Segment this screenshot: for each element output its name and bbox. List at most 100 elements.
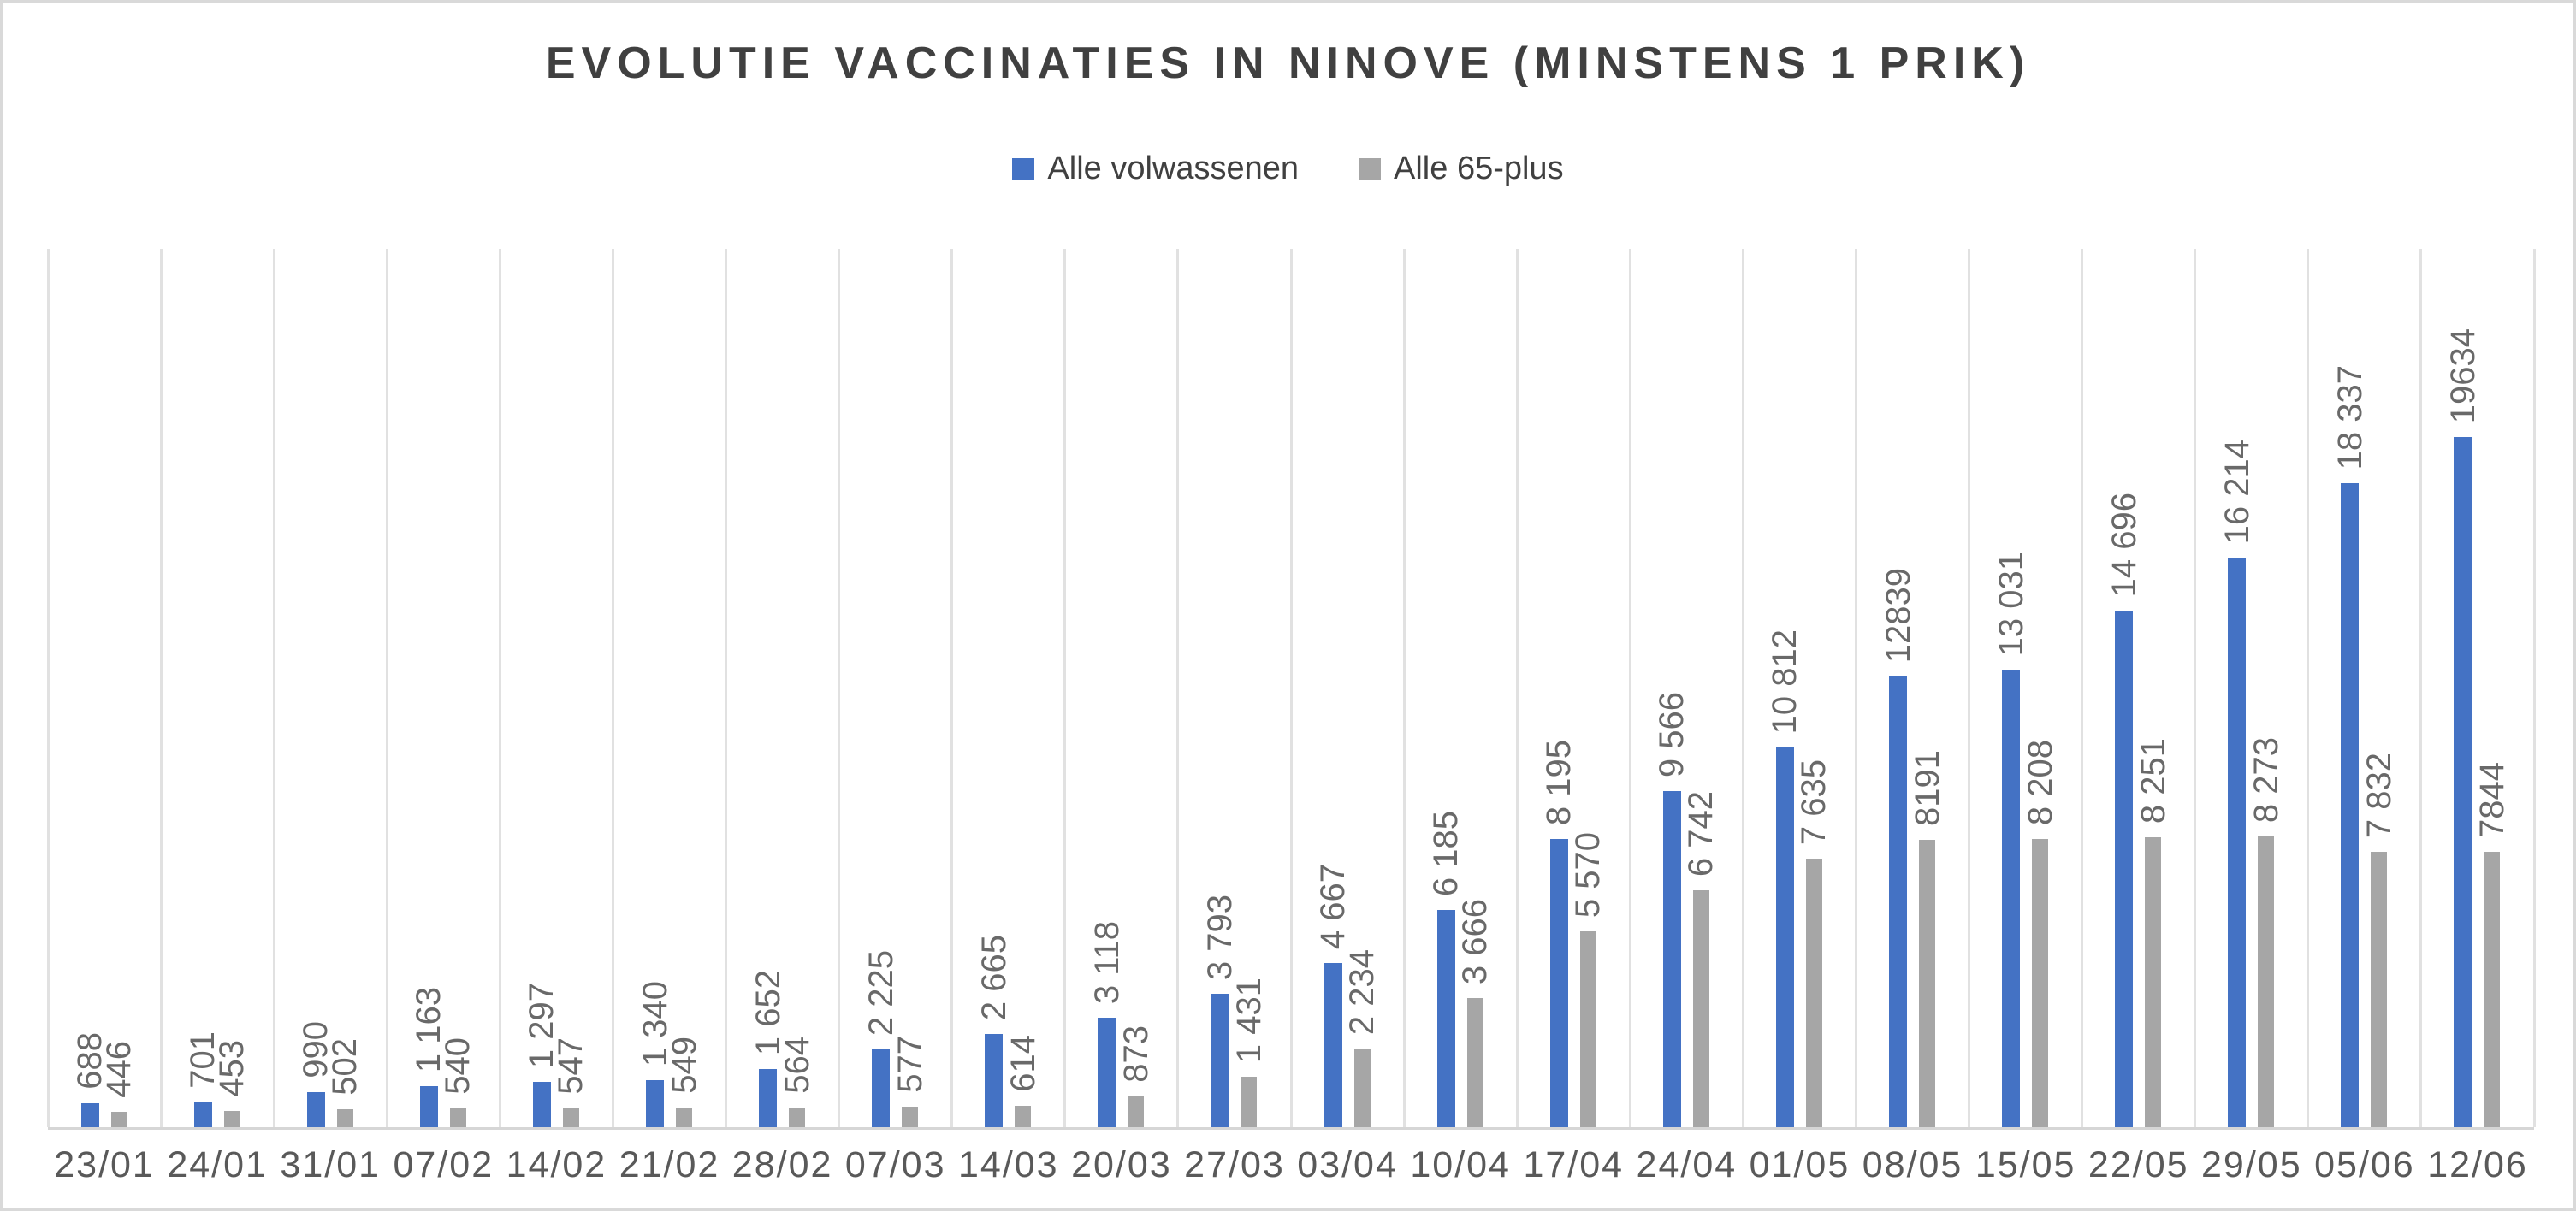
- bar-alle-volwassenen-23-01: [80, 1103, 99, 1127]
- bar-value-label-alle-volwassenen: 16 214: [2218, 439, 2256, 544]
- gridline: [611, 249, 614, 1127]
- x-axis-label: 10/04: [1410, 1144, 1511, 1185]
- bar-value-label-alle-volwassenen: 10 812: [1766, 629, 1804, 734]
- bar-alle-volwassenen-07-02: [419, 1086, 438, 1127]
- legend-label-alle-65-plus: Alle 65-plus: [1394, 151, 1564, 186]
- bar-value-label-alle-volwassenen: 19634: [2443, 328, 2482, 423]
- bar-value-label-alle-volwassenen: 9 566: [1653, 691, 1691, 777]
- bar-alle-volwassenen-15-05: [2002, 670, 2021, 1127]
- bar-value-label-alle-65-plus: 8 208: [2021, 739, 2059, 825]
- bar-alle-volwassenen-28-02: [759, 1069, 778, 1127]
- bar-value-label-alle-65-plus: 549: [665, 1037, 703, 1094]
- bar-value-label-alle-65-plus: 2 234: [1343, 948, 1382, 1035]
- x-axis-label: 03/04: [1297, 1144, 1398, 1185]
- bar-value-label-alle-65-plus: 5 570: [1569, 831, 1608, 918]
- bar-value-label-alle-65-plus: 8191: [1908, 750, 1946, 826]
- bar-alle-volwassenen-22-05: [2115, 611, 2134, 1127]
- bar-alle-volwassenen-07-03: [872, 1049, 891, 1127]
- bar-value-label-alle-65-plus: 502: [326, 1038, 364, 1096]
- bar-alle-65-plus-05-06: [2371, 852, 2388, 1127]
- bar-alle-volwassenen-20-03: [1098, 1018, 1116, 1127]
- x-axis-label: 12/06: [2427, 1144, 2528, 1185]
- bar-alle-65-plus-08-05: [1919, 840, 1935, 1127]
- gridline: [2419, 249, 2423, 1127]
- bar-alle-65-plus-07-03: [902, 1107, 919, 1127]
- x-axis-label: 05/06: [2314, 1144, 2415, 1185]
- bar-alle-volwassenen-03-04: [1324, 963, 1342, 1127]
- x-axis-label: 27/03: [1184, 1144, 1285, 1185]
- gridline: [2307, 249, 2310, 1127]
- bar-alle-volwassenen-08-05: [1889, 676, 1907, 1127]
- bar-alle-65-plus-23-01: [110, 1112, 127, 1127]
- bar-alle-65-plus-01-05: [1805, 859, 1822, 1127]
- bar-value-label-alle-65-plus: 7 832: [2360, 752, 2398, 838]
- bar-value-label-alle-65-plus: 564: [778, 1037, 816, 1094]
- gridline: [2532, 249, 2536, 1127]
- bar-value-label-alle-volwassenen: 18 337: [2330, 364, 2369, 470]
- bar-alle-65-plus-20-03: [1128, 1096, 1145, 1127]
- bar-alle-volwassenen-24-04: [1662, 791, 1681, 1127]
- bar-value-label-alle-65-plus: 873: [1116, 1025, 1155, 1083]
- bar-alle-volwassenen-10-04: [1436, 910, 1455, 1127]
- bar-alle-volwassenen-29-05: [2228, 558, 2247, 1127]
- x-axis-label: 29/05: [2201, 1144, 2302, 1185]
- gridline: [2081, 249, 2084, 1127]
- legend-item-alle-65-plus: Alle 65-plus: [1359, 151, 1564, 187]
- bar-value-label-alle-volwassenen: 2 665: [974, 934, 1013, 1020]
- x-axis-label: 15/05: [1975, 1144, 2076, 1185]
- plot-area: 688 446 701 453 990 502 1 163 540 1 297 547 1 340 5…: [46, 249, 2536, 1130]
- gridline: [159, 249, 163, 1127]
- bar-value-label-alle-65-plus: 6 742: [1682, 790, 1720, 877]
- bar-alle-volwassenen-01-05: [1775, 747, 1794, 1127]
- x-axis-label: 31/01: [280, 1144, 382, 1185]
- gridline: [1063, 249, 1067, 1127]
- bar-alle-65-plus-29-05: [2258, 836, 2275, 1127]
- x-axis-label: 07/02: [393, 1144, 494, 1185]
- bar-alle-65-plus-07-02: [449, 1108, 466, 1127]
- bar-value-label-alle-65-plus: 8 273: [2247, 736, 2285, 823]
- bar-value-label-alle-65-plus: 446: [100, 1041, 139, 1098]
- bar-alle-volwassenen-21-02: [646, 1080, 664, 1127]
- x-axis-label: 28/02: [731, 1144, 833, 1185]
- x-axis-label: 01/05: [1749, 1144, 1851, 1185]
- bar-alle-volwassenen-17-04: [1549, 839, 1568, 1127]
- bar-alle-65-plus-12-06: [2484, 852, 2501, 1127]
- gridline: [1515, 249, 1519, 1127]
- bar-alle-65-plus-17-04: [1579, 931, 1596, 1127]
- gridline: [1402, 249, 1406, 1127]
- legend-item-alle-volwassenen: Alle volwassenen: [1012, 151, 1299, 187]
- chart-title: EVOLUTIE VACCINATIES IN NINOVE (MINSTENS…: [545, 38, 2031, 88]
- bar-alle-volwassenen-14-02: [532, 1082, 551, 1127]
- gridline: [385, 249, 388, 1127]
- x-axis-line: [48, 1127, 2534, 1130]
- gridline: [1289, 249, 1293, 1127]
- gridline: [1741, 249, 1744, 1127]
- bar-alle-65-plus-15-05: [2032, 839, 2049, 1127]
- x-axis-label: 08/05: [1862, 1144, 1963, 1185]
- bar-value-label-alle-65-plus: 8 251: [2134, 737, 2172, 824]
- x-axis-label: 24/01: [167, 1144, 268, 1185]
- bar-value-label-alle-volwassenen: 2 225: [862, 949, 900, 1036]
- bar-value-label-alle-65-plus: 577: [891, 1036, 929, 1093]
- x-axis-labels: 23/01 24/01 31/01 07/02 14/02 21/02 28/02 07/03…: [48, 1144, 2534, 1186]
- bar-alle-volwassenen-31-01: [306, 1092, 325, 1127]
- bar-value-label-alle-65-plus: 547: [552, 1037, 590, 1095]
- x-axis-label: 20/03: [1071, 1144, 1172, 1185]
- bar-value-label-alle-65-plus: 540: [439, 1037, 477, 1095]
- x-axis-label: 14/02: [506, 1144, 607, 1185]
- chart-legend: Alle volwassenen Alle 65-plus: [3, 151, 2573, 187]
- bar-alle-65-plus-28-02: [789, 1108, 806, 1127]
- bar-value-label-alle-volwassenen: 6 185: [1427, 810, 1466, 896]
- legend-swatch-blue-icon: [1012, 157, 1035, 180]
- bar-alle-65-plus-22-05: [2145, 837, 2162, 1127]
- x-axis-label: 23/01: [54, 1144, 155, 1185]
- gridline: [950, 249, 954, 1127]
- bar-value-label-alle-volwassenen: 3 793: [1200, 894, 1239, 980]
- bar-value-label-alle-65-plus: 3 666: [1456, 898, 1495, 984]
- bar-value-label-alle-volwassenen: 12839: [1879, 567, 1917, 663]
- bar-alle-volwassenen-24-01: [193, 1102, 212, 1127]
- gridline: [838, 249, 841, 1127]
- bar-alle-volwassenen-14-03: [985, 1034, 1004, 1127]
- bar-alle-65-plus-21-02: [676, 1108, 692, 1127]
